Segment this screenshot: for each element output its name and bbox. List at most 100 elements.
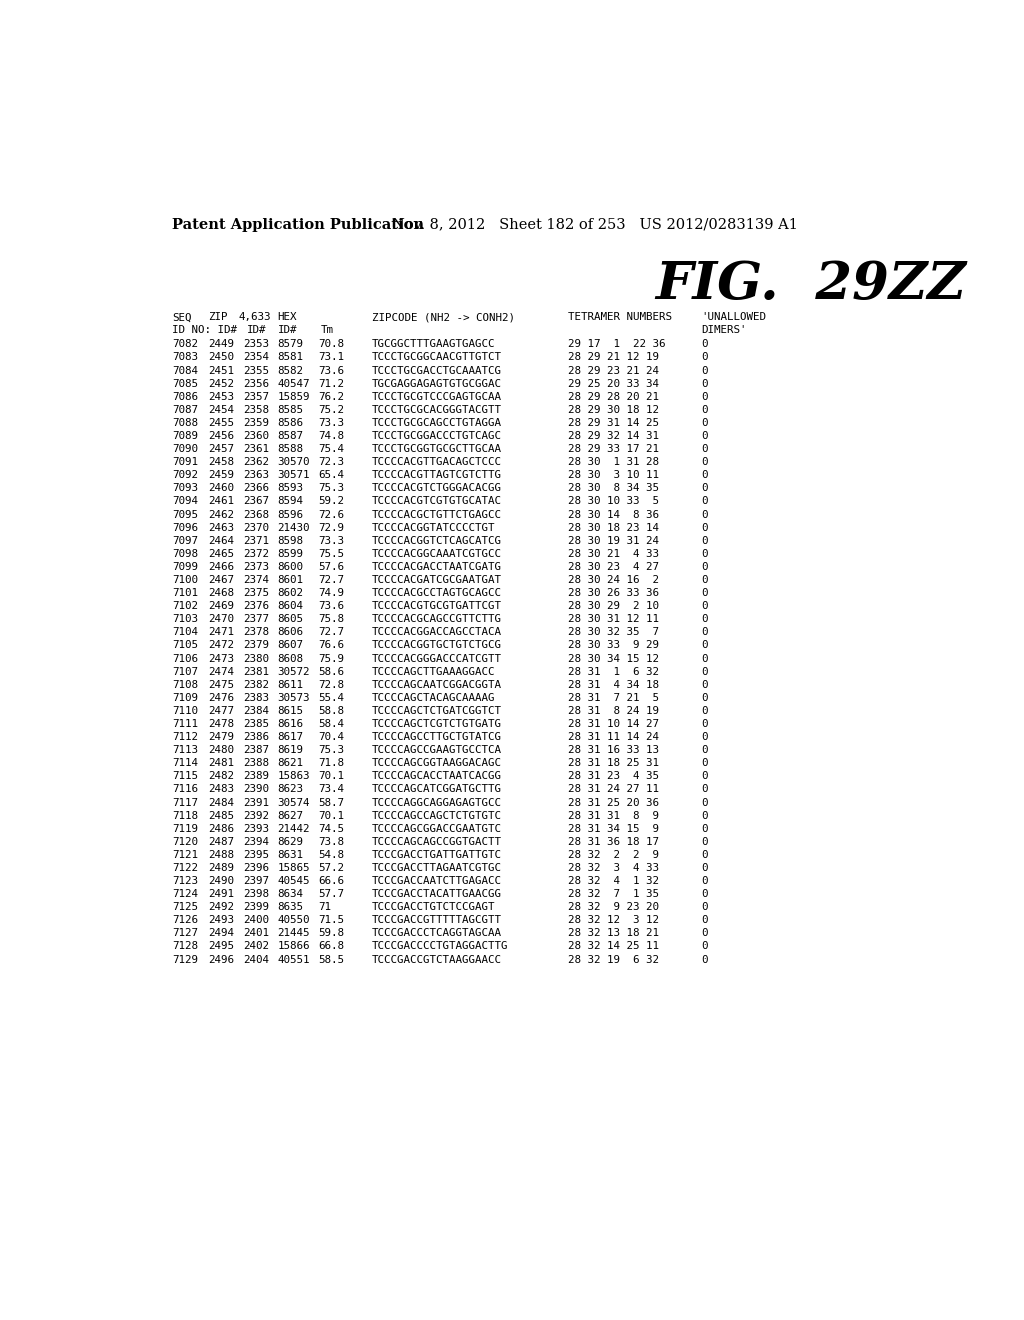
Text: 0: 0	[701, 784, 708, 795]
Text: 2394: 2394	[243, 837, 268, 846]
Text: 7113: 7113	[172, 744, 199, 755]
Text: 2376: 2376	[243, 601, 268, 611]
Text: 8616: 8616	[278, 719, 303, 729]
Text: 2449: 2449	[208, 339, 233, 350]
Text: 2360: 2360	[243, 430, 268, 441]
Text: 7129: 7129	[172, 954, 199, 965]
Text: 8579: 8579	[278, 339, 303, 350]
Text: 2391: 2391	[243, 797, 268, 808]
Text: 28 31 25 20 36: 28 31 25 20 36	[568, 797, 659, 808]
Text: 7097: 7097	[172, 536, 199, 545]
Text: 2357: 2357	[243, 392, 268, 401]
Text: 2455: 2455	[208, 418, 233, 428]
Text: 73.8: 73.8	[317, 837, 344, 846]
Text: 0: 0	[701, 797, 708, 808]
Text: 7108: 7108	[172, 680, 199, 689]
Text: 2356: 2356	[243, 379, 268, 388]
Text: 2462: 2462	[208, 510, 233, 520]
Text: 28 31 36 18 17: 28 31 36 18 17	[568, 837, 659, 846]
Text: 2382: 2382	[243, 680, 268, 689]
Text: 2474: 2474	[208, 667, 233, 677]
Text: SEQ: SEQ	[172, 313, 191, 322]
Text: 8587: 8587	[278, 430, 303, 441]
Text: 0: 0	[701, 392, 708, 401]
Text: 58.6: 58.6	[317, 667, 344, 677]
Text: 75.3: 75.3	[317, 483, 344, 494]
Text: 8619: 8619	[278, 744, 303, 755]
Text: 7122: 7122	[172, 863, 199, 873]
Text: 29 25 20 33 34: 29 25 20 33 34	[568, 379, 659, 388]
Text: 0: 0	[701, 444, 708, 454]
Text: 2375: 2375	[243, 589, 268, 598]
Text: 2464: 2464	[208, 536, 233, 545]
Text: 2353: 2353	[243, 339, 268, 350]
Text: TCCCGACCCTCAGGTAGCAA: TCCCGACCCTCAGGTAGCAA	[372, 928, 502, 939]
Text: 8627: 8627	[278, 810, 303, 821]
Text: 0: 0	[701, 379, 708, 388]
Text: Nov. 8, 2012   Sheet 182 of 253   US 2012/0283139 A1: Nov. 8, 2012 Sheet 182 of 253 US 2012/02…	[391, 218, 798, 232]
Text: 7084: 7084	[172, 366, 199, 375]
Text: 15866: 15866	[278, 941, 310, 952]
Text: 8598: 8598	[278, 536, 303, 545]
Text: 2381: 2381	[243, 667, 268, 677]
Text: 0: 0	[701, 601, 708, 611]
Text: 0: 0	[701, 915, 708, 925]
Text: 2456: 2456	[208, 430, 233, 441]
Text: 2395: 2395	[243, 850, 268, 859]
Text: TCCCGACCAATCTTGAGACC: TCCCGACCAATCTTGAGACC	[372, 876, 502, 886]
Text: 8615: 8615	[278, 706, 303, 715]
Text: 2476: 2476	[208, 693, 233, 702]
Text: 2466: 2466	[208, 562, 233, 572]
Text: 2453: 2453	[208, 392, 233, 401]
Text: 30574: 30574	[278, 797, 310, 808]
Text: 0: 0	[701, 771, 708, 781]
Text: 0: 0	[701, 733, 708, 742]
Text: 28 29 32 14 31: 28 29 32 14 31	[568, 430, 659, 441]
Text: 28 31 18 25 31: 28 31 18 25 31	[568, 758, 659, 768]
Text: 0: 0	[701, 589, 708, 598]
Text: 0: 0	[701, 339, 708, 350]
Text: 2359: 2359	[243, 418, 268, 428]
Text: 2385: 2385	[243, 719, 268, 729]
Text: 2457: 2457	[208, 444, 233, 454]
Text: 8585: 8585	[278, 405, 303, 414]
Text: TCCCCAGCGGTAAGGACAGC: TCCCCAGCGGTAAGGACAGC	[372, 758, 502, 768]
Text: 7121: 7121	[172, 850, 199, 859]
Text: 7119: 7119	[172, 824, 199, 834]
Text: 2402: 2402	[243, 941, 268, 952]
Text: 0: 0	[701, 667, 708, 677]
Text: TCCCTGCGCACGGGTACGTT: TCCCTGCGCACGGGTACGTT	[372, 405, 502, 414]
Text: 0: 0	[701, 418, 708, 428]
Text: TCCCCAGCATCGGATGCTTG: TCCCCAGCATCGGATGCTTG	[372, 784, 502, 795]
Text: 0: 0	[701, 536, 708, 545]
Text: 28 31  1  6 32: 28 31 1 6 32	[568, 667, 659, 677]
Text: TCCCGACCTACATTGAACGG: TCCCGACCTACATTGAACGG	[372, 890, 502, 899]
Text: 28 32  4  1 32: 28 32 4 1 32	[568, 876, 659, 886]
Text: TCCCCACGTCGTGTGCATAC: TCCCCACGTCGTGTGCATAC	[372, 496, 502, 507]
Text: 2492: 2492	[208, 903, 233, 912]
Text: 73.4: 73.4	[317, 784, 344, 795]
Text: 72.7: 72.7	[317, 576, 344, 585]
Text: 2384: 2384	[243, 706, 268, 715]
Text: 0: 0	[701, 366, 708, 375]
Text: 0: 0	[701, 837, 708, 846]
Text: 8588: 8588	[278, 444, 303, 454]
Text: TCCCCAGCAGCCGGTGACTT: TCCCCAGCAGCCGGTGACTT	[372, 837, 502, 846]
Text: TCCCTGCGCAGCCTGTAGGA: TCCCTGCGCAGCCTGTAGGA	[372, 418, 502, 428]
Text: 2450: 2450	[208, 352, 233, 363]
Text: FIG.  29ZZ: FIG. 29ZZ	[655, 259, 966, 309]
Text: 2355: 2355	[243, 366, 268, 375]
Text: 7102: 7102	[172, 601, 199, 611]
Text: 2494: 2494	[208, 928, 233, 939]
Text: 7094: 7094	[172, 496, 199, 507]
Text: TCCCCAGCTACAGCAAAAG: TCCCCAGCTACAGCAAAAG	[372, 693, 496, 702]
Text: 8599: 8599	[278, 549, 303, 558]
Text: 15865: 15865	[278, 863, 310, 873]
Text: 7106: 7106	[172, 653, 199, 664]
Text: 2390: 2390	[243, 784, 268, 795]
Text: 0: 0	[701, 640, 708, 651]
Text: 7127: 7127	[172, 928, 199, 939]
Text: 75.4: 75.4	[317, 444, 344, 454]
Text: 75.5: 75.5	[317, 549, 344, 558]
Text: 0: 0	[701, 496, 708, 507]
